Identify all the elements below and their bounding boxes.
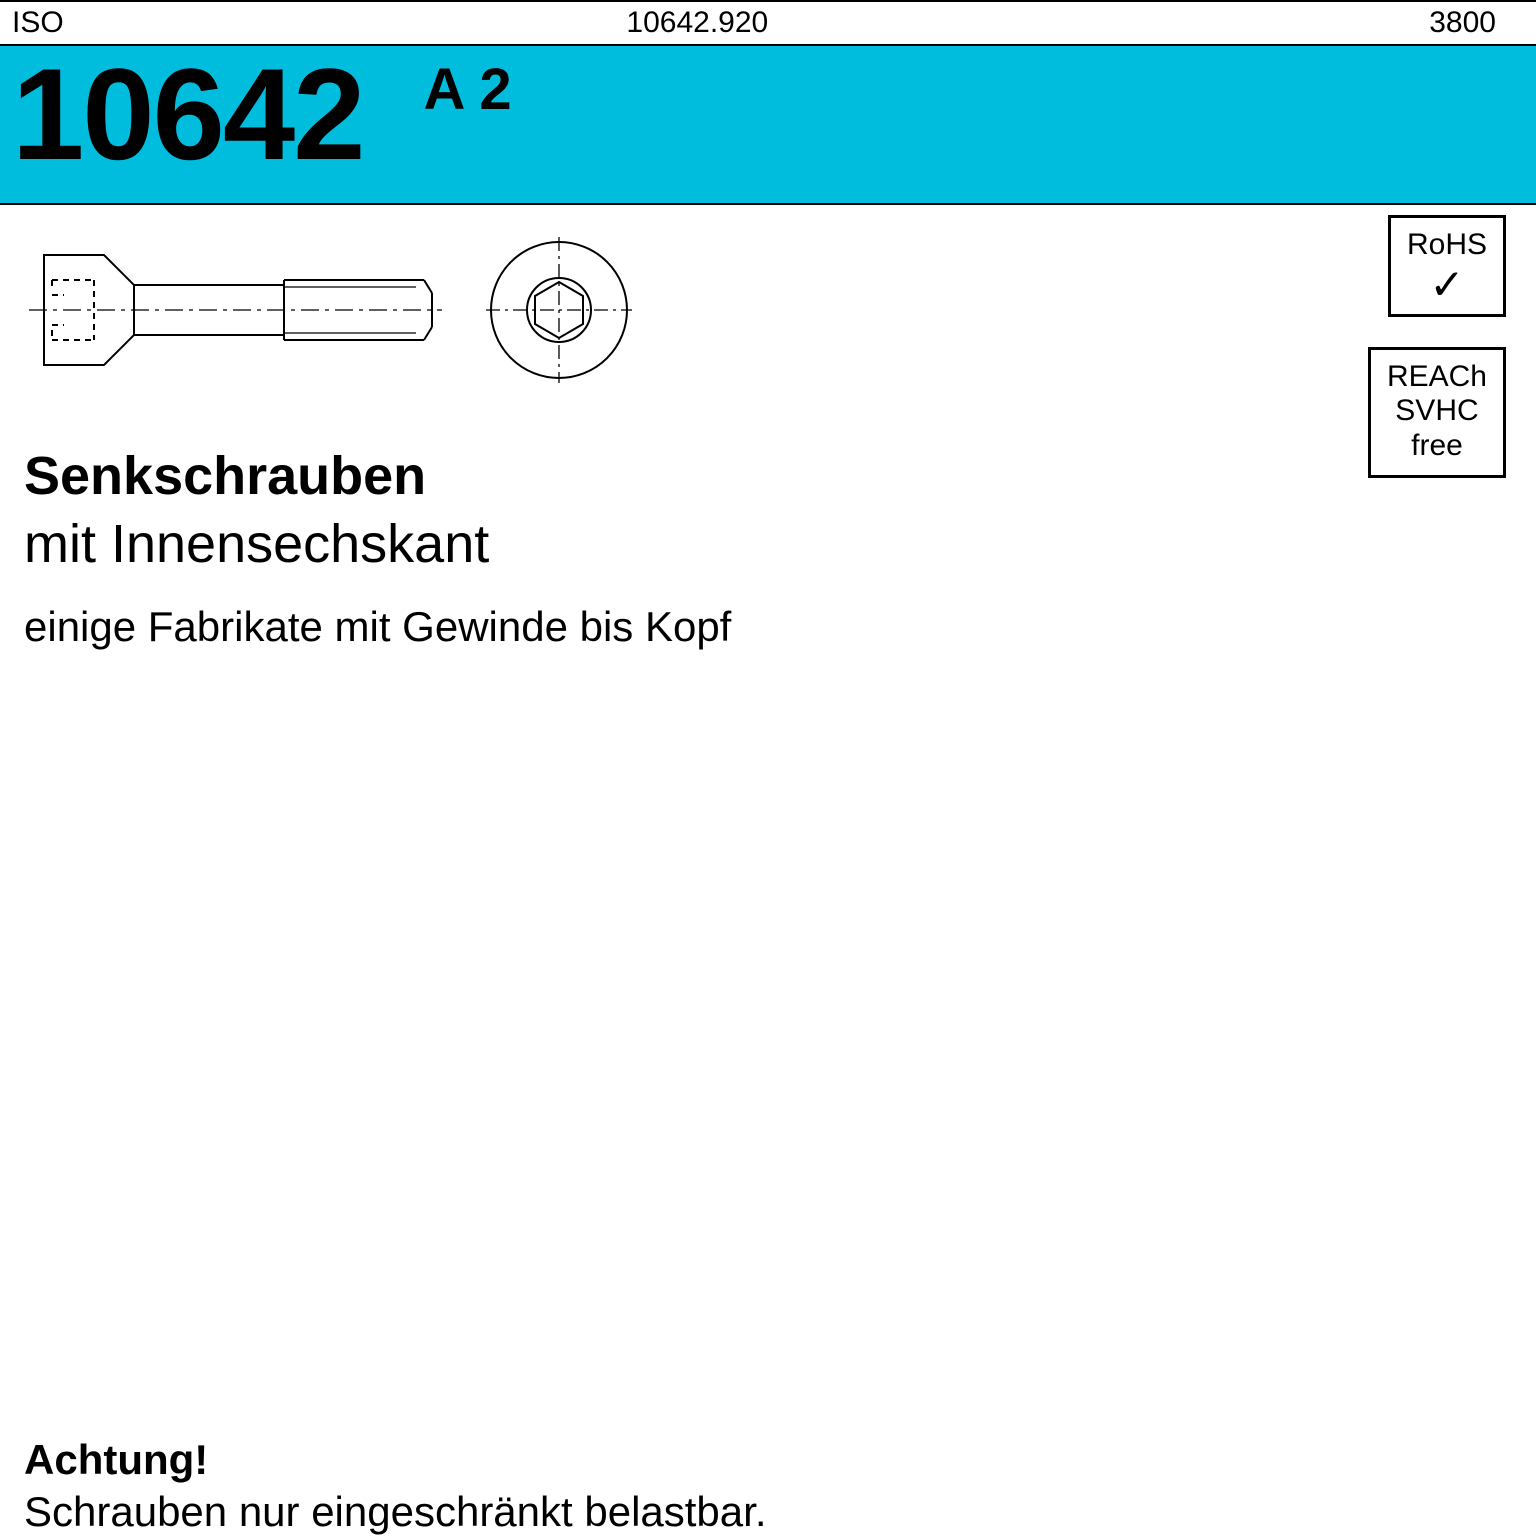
header-iso: ISO	[0, 2, 614, 44]
header-code: 10642.920	[614, 2, 1228, 44]
product-title-line1: Senkschrauben	[24, 445, 1512, 507]
technical-drawing	[24, 235, 1512, 385]
material-grade: A 2	[424, 56, 512, 123]
rohs-badge: RoHS ✓	[1388, 215, 1506, 317]
rohs-label: RoHS	[1407, 228, 1487, 261]
cyan-band: 10642 A 2	[0, 46, 1536, 205]
screw-side-view-icon	[24, 235, 444, 385]
product-title-line2: mit Innensechskant	[24, 513, 1512, 575]
reach-badge: REACh SVHC free	[1368, 347, 1506, 479]
reach-line3: free	[1411, 429, 1463, 462]
reach-line2: SVHC	[1395, 394, 1478, 427]
screw-end-view-icon	[484, 235, 634, 385]
standard-number: 10642	[12, 46, 364, 183]
product-subtitle: einige Fabrikate mit Gewinde bis Kopf	[24, 603, 1512, 651]
rohs-check-icon: ✓	[1407, 268, 1487, 302]
mid-section: RoHS ✓ REACh SVHC free	[0, 205, 1536, 651]
header-right-num: 3800	[1229, 2, 1536, 44]
header-row: ISO 10642.920 3800	[0, 0, 1536, 46]
reach-line1: REACh	[1387, 360, 1487, 393]
warning-heading: Achtung!	[24, 1436, 1512, 1484]
warning-block: Achtung! Schrauben nur eingeschränkt bel…	[24, 1436, 1512, 1536]
compliance-badges: RoHS ✓ REACh SVHC free	[1368, 215, 1506, 479]
warning-body: Schrauben nur eingeschränkt belastbar.	[24, 1488, 1512, 1536]
